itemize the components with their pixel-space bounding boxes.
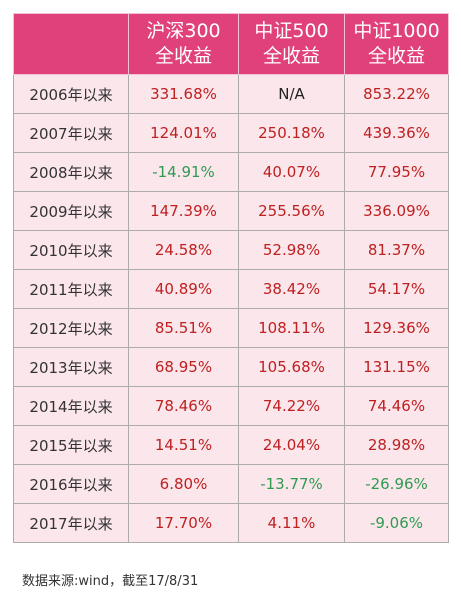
header-csi500-line2: 全收益: [262, 45, 320, 67]
table-header: 沪深300 全收益 中证500 全收益 中证1000 全收益: [13, 13, 449, 75]
cell-csi1000-return: 439.36%: [344, 113, 449, 153]
cell-csi500-return: 250.18%: [238, 113, 345, 153]
cell-csi500-return: 52.98%: [238, 230, 345, 270]
row-year-label: 2010年以来: [13, 230, 129, 270]
row-year-label: 2007年以来: [13, 113, 129, 153]
cell-csi500-return: 255.56%: [238, 191, 345, 231]
cell-csi500-return: 74.22%: [238, 386, 345, 426]
source-note: 数据来源:wind，截至17/8/31: [22, 574, 199, 589]
cell-csi500-return: 38.42%: [238, 269, 345, 309]
table-row: 2012年以来 85.51% 108.11% 129.36%: [13, 308, 449, 348]
header-corner-cell: [13, 13, 129, 75]
cell-csi300-return: -14.91%: [128, 152, 239, 192]
cell-csi1000-return: 131.15%: [344, 347, 449, 387]
cell-csi1000-return: 54.17%: [344, 269, 449, 309]
table-row: 2010年以来 24.58% 52.98% 81.37%: [13, 230, 449, 270]
cell-csi1000-return: 129.36%: [344, 308, 449, 348]
table-row: 2015年以来 14.51% 24.04% 28.98%: [13, 425, 449, 465]
table-row: 2017年以来 17.70% 4.11% -9.06%: [13, 503, 449, 543]
cell-csi1000-return: 336.09%: [344, 191, 449, 231]
table-row: 2011年以来 40.89% 38.42% 54.17%: [13, 269, 449, 309]
cell-csi500-return: N/A: [238, 74, 345, 114]
cell-csi1000-return: 853.22%: [344, 74, 449, 114]
table-row: 2009年以来 147.39% 255.56% 336.09%: [13, 191, 449, 231]
cell-csi1000-return: -26.96%: [344, 464, 449, 504]
header-row: 沪深300 全收益 中证500 全收益 中证1000 全收益: [13, 13, 449, 75]
cell-csi300-return: 78.46%: [128, 386, 239, 426]
header-csi300: 沪深300 全收益: [128, 13, 239, 75]
cell-csi1000-return: 74.46%: [344, 386, 449, 426]
table-body: 2006年以来 331.68% N/A 853.22% 2007年以来 124.01% 25…: [13, 74, 449, 543]
row-year-label: 2013年以来: [13, 347, 129, 387]
cell-csi500-return: 108.11%: [238, 308, 345, 348]
header-csi1000-line1: 中证1000: [353, 20, 440, 42]
table-row: 2013年以来 68.95% 105.68% 131.15%: [13, 347, 449, 387]
cell-csi300-return: 124.01%: [128, 113, 239, 153]
cell-csi300-return: 6.80%: [128, 464, 239, 504]
cell-csi500-return: 40.07%: [238, 152, 345, 192]
row-year-label: 2012年以来: [13, 308, 129, 348]
header-csi1000-line2: 全收益: [367, 45, 425, 67]
cell-csi500-return: 105.68%: [238, 347, 345, 387]
cell-csi300-return: 147.39%: [128, 191, 239, 231]
table-row: 2007年以来 124.01% 250.18% 439.36%: [13, 113, 449, 153]
cell-csi1000-return: -9.06%: [344, 503, 449, 543]
cell-csi1000-return: 77.95%: [344, 152, 449, 192]
cell-csi300-return: 14.51%: [128, 425, 239, 465]
row-year-label: 2017年以来: [13, 503, 129, 543]
cell-csi300-return: 331.68%: [128, 74, 239, 114]
cell-csi500-return: 4.11%: [238, 503, 345, 543]
cell-csi1000-return: 81.37%: [344, 230, 449, 270]
cell-csi300-return: 85.51%: [128, 308, 239, 348]
table-row: 2016年以来 6.80% -13.77% -26.96%: [13, 464, 449, 504]
row-year-label: 2014年以来: [13, 386, 129, 426]
table-row: 2008年以来 -14.91% 40.07% 77.95%: [13, 152, 449, 192]
row-year-label: 2006年以来: [13, 74, 129, 114]
header-csi500-line1: 中证500: [254, 20, 329, 42]
row-year-label: 2016年以来: [13, 464, 129, 504]
row-year-label: 2009年以来: [13, 191, 129, 231]
cell-csi300-return: 17.70%: [128, 503, 239, 543]
cell-csi300-return: 24.58%: [128, 230, 239, 270]
cell-csi1000-return: 28.98%: [344, 425, 449, 465]
header-csi1000: 中证1000 全收益: [344, 13, 449, 75]
header-csi300-line1: 沪深300: [146, 20, 221, 42]
cell-csi500-return: 24.04%: [238, 425, 345, 465]
row-year-label: 2011年以来: [13, 269, 129, 309]
cell-csi300-return: 40.89%: [128, 269, 239, 309]
cell-csi300-return: 68.95%: [128, 347, 239, 387]
table-row: 2014年以来 78.46% 74.22% 74.46%: [13, 386, 449, 426]
returns-table: 沪深300 全收益 中证500 全收益 中证1000 全收益 2006年以来 33…: [13, 13, 449, 543]
row-year-label: 2015年以来: [13, 425, 129, 465]
header-csi500: 中证500 全收益: [238, 13, 345, 75]
row-year-label: 2008年以来: [13, 152, 129, 192]
cell-csi500-return: -13.77%: [238, 464, 345, 504]
table-row: 2006年以来 331.68% N/A 853.22%: [13, 74, 449, 114]
header-csi300-line2: 全收益: [154, 45, 212, 67]
